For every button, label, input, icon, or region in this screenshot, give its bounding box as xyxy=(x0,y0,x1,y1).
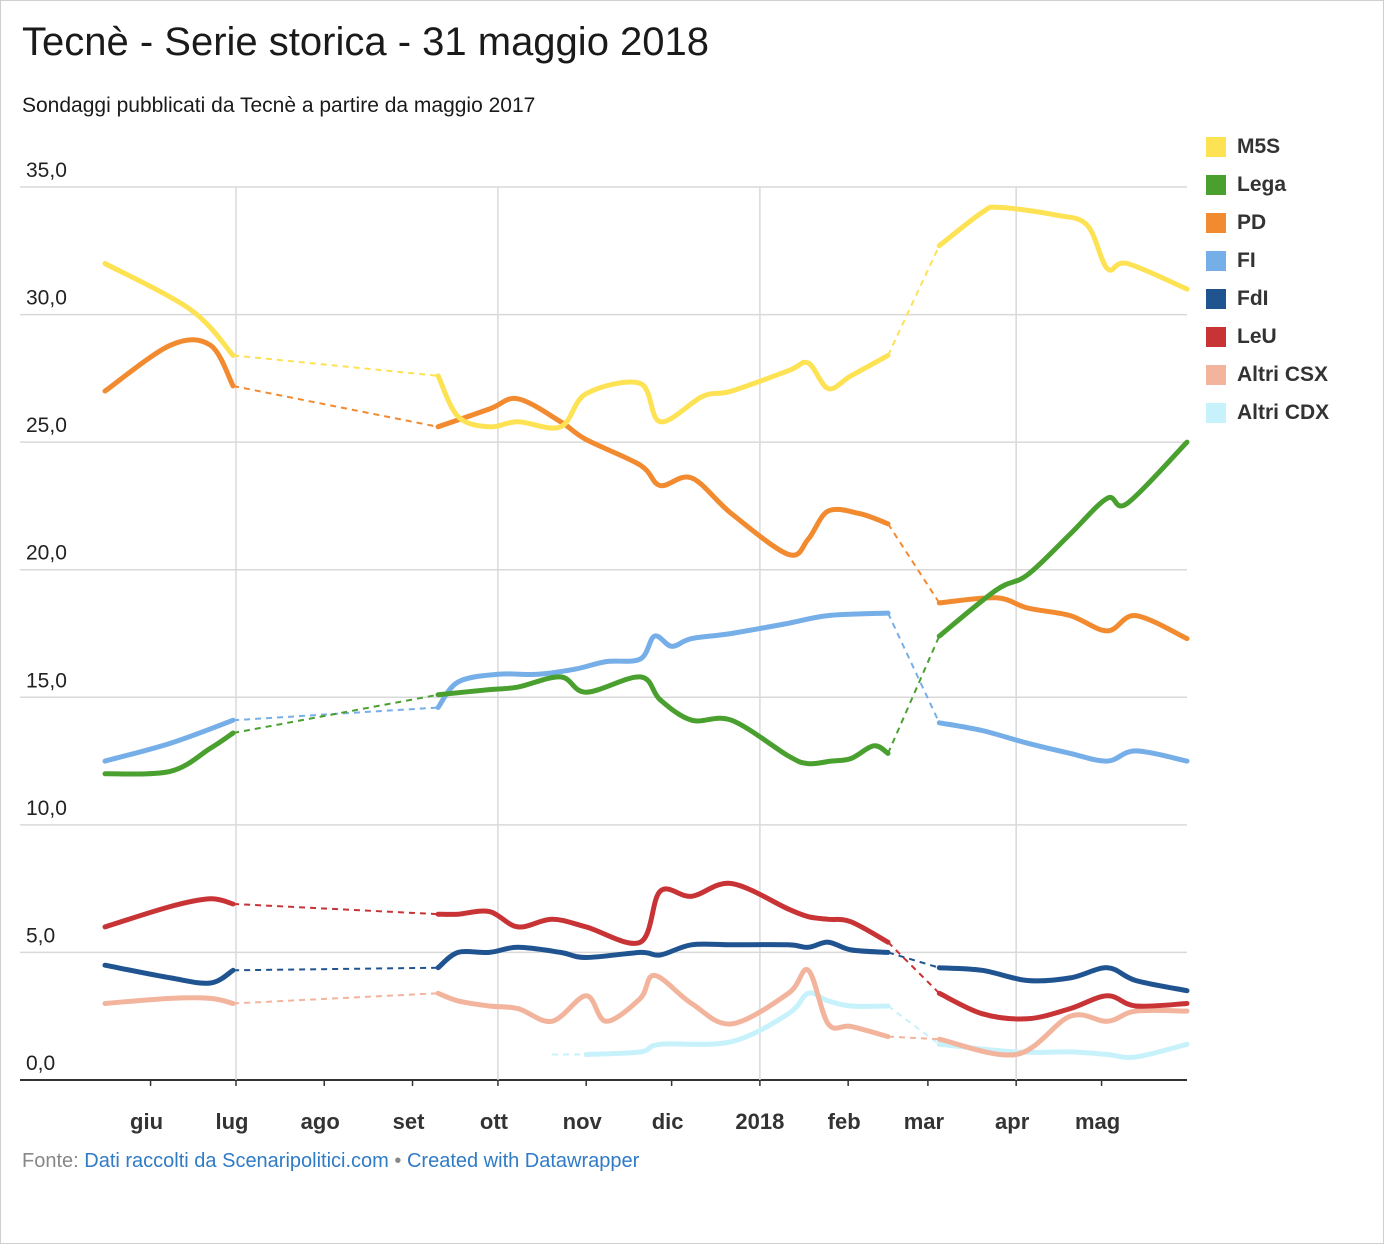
legend-item-pd: PD xyxy=(1206,204,1329,242)
series-line-altri-csx xyxy=(435,966,891,1040)
series-line-lega xyxy=(936,439,1190,639)
series-line-fdi xyxy=(936,965,1190,994)
series-line-altri-csx xyxy=(102,995,236,1006)
x-axis-ticks: giu lug ago set ott nov dic 2018 feb mar apr mag xyxy=(130,1080,1120,1134)
grid xyxy=(20,186,1187,1081)
x-tick-label: ott xyxy=(480,1109,509,1134)
legend-swatch xyxy=(1206,251,1226,271)
y-tick-label: 0,0 xyxy=(26,1052,55,1075)
legend-item-fi: FI xyxy=(1206,242,1329,280)
series-line-pd xyxy=(936,595,1190,642)
legend-label: PD xyxy=(1237,211,1267,234)
series-line-pd xyxy=(435,395,891,558)
series-line-pd xyxy=(102,337,236,394)
series-gap-lega xyxy=(232,693,439,734)
legend-swatch xyxy=(1206,175,1226,195)
legend-swatch xyxy=(1206,289,1226,309)
x-tick-label: 2018 xyxy=(735,1109,784,1134)
y-tick-label: 10,0 xyxy=(26,797,67,820)
legend-label: LeU xyxy=(1237,325,1277,348)
series-gap-altri-csx xyxy=(887,1035,940,1041)
series-line-lega xyxy=(102,730,236,777)
series-line-altri-cdx xyxy=(583,990,891,1057)
legend-swatch xyxy=(1206,137,1226,157)
x-tick-label: nov xyxy=(563,1109,603,1134)
x-tick-label: mag xyxy=(1075,1109,1120,1134)
legend-swatch xyxy=(1206,327,1226,347)
series-gap-m5s xyxy=(233,354,439,377)
legend-label: Altri CDX xyxy=(1237,401,1330,424)
legend-swatch xyxy=(1206,403,1226,423)
series-line-m5s xyxy=(102,261,236,358)
x-tick-label: ago xyxy=(301,1109,340,1134)
y-axis-ticks: 35,0 30,0 25,0 20,0 15,0 10,0 5,0 0,0 xyxy=(26,159,67,1075)
y-tick-label: 15,0 xyxy=(26,669,67,692)
y-tick-label: 20,0 xyxy=(26,542,67,565)
series-line-leu xyxy=(435,880,891,946)
legend: M5S Lega PD FI FdI LeU Altri CSX Altri CDX xyxy=(1206,128,1329,432)
legend-item-fdi: FdI xyxy=(1206,280,1329,318)
series-line-altri-csx xyxy=(936,1007,1190,1058)
x-tick-label: lug xyxy=(215,1109,248,1134)
series-line-m5s xyxy=(435,352,891,431)
legend-label: Lega xyxy=(1237,173,1287,196)
chart-subtitle: Sondaggi pubblicati da Tecnè a partire d… xyxy=(22,94,536,117)
series-gap-lega xyxy=(887,635,941,754)
footer-separator: • xyxy=(394,1150,402,1172)
x-tick-label: giu xyxy=(130,1109,163,1134)
y-tick-label: 5,0 xyxy=(26,924,55,947)
footer: Fonte: Dati raccolti da Scenaripolitici.… xyxy=(22,1150,639,1173)
x-tick-label: feb xyxy=(828,1109,861,1134)
series-lines xyxy=(102,204,1190,1060)
x-tick-label: apr xyxy=(995,1109,1030,1134)
footer-prefix: Fonte: xyxy=(22,1150,79,1172)
legend-label: FdI xyxy=(1237,287,1269,310)
source-link[interactable]: Dati raccolti da Scenaripolitici.com xyxy=(84,1150,389,1172)
series-gap-leu xyxy=(233,902,439,916)
x-tick-label: mar xyxy=(904,1109,945,1134)
series-line-m5s xyxy=(936,204,1190,292)
y-tick-label: 35,0 xyxy=(26,159,67,182)
series-gap-pd xyxy=(232,385,439,428)
series-gap-m5s xyxy=(887,245,941,356)
x-tick-label: set xyxy=(393,1109,425,1134)
credit-link[interactable]: Created with Datawrapper xyxy=(406,1150,640,1172)
series-line-fdi xyxy=(102,962,236,986)
series-gap-leu xyxy=(887,941,940,994)
legend-item-leu: LeU xyxy=(1206,318,1329,356)
series-gap-fdi xyxy=(233,966,439,972)
series-line-fi xyxy=(435,610,891,710)
chart-title: Tecnè - Serie storica - 31 maggio 2018 xyxy=(22,20,710,64)
series-line-fi xyxy=(102,717,236,764)
legend-item-altri-csx: Altri CSX xyxy=(1206,356,1329,394)
series-gap-fdi xyxy=(887,951,940,969)
series-line-fdi xyxy=(435,939,891,971)
y-tick-label: 30,0 xyxy=(26,287,67,310)
legend-swatch xyxy=(1206,365,1226,385)
series-gap-fi xyxy=(887,612,941,724)
series-line-leu xyxy=(936,990,1190,1022)
legend-swatch xyxy=(1206,213,1226,233)
series-gap-altri-csx xyxy=(233,992,439,1005)
legend-item-altri-cdx: Altri CDX xyxy=(1206,394,1329,432)
legend-label: FI xyxy=(1237,249,1256,272)
series-gap-pd xyxy=(887,523,941,604)
y-tick-label: 25,0 xyxy=(26,414,67,437)
series-line-leu xyxy=(102,896,236,930)
x-tick-label: dic xyxy=(652,1109,684,1134)
legend-label: M5S xyxy=(1237,135,1281,158)
series-line-fi xyxy=(936,720,1190,764)
legend-label: Altri CSX xyxy=(1237,363,1329,386)
legend-item-lega: Lega xyxy=(1206,166,1329,204)
series-line-altri-cdx xyxy=(936,1041,1190,1060)
series-line-lega xyxy=(435,674,891,767)
legend-item-m5s: M5S xyxy=(1206,128,1329,166)
